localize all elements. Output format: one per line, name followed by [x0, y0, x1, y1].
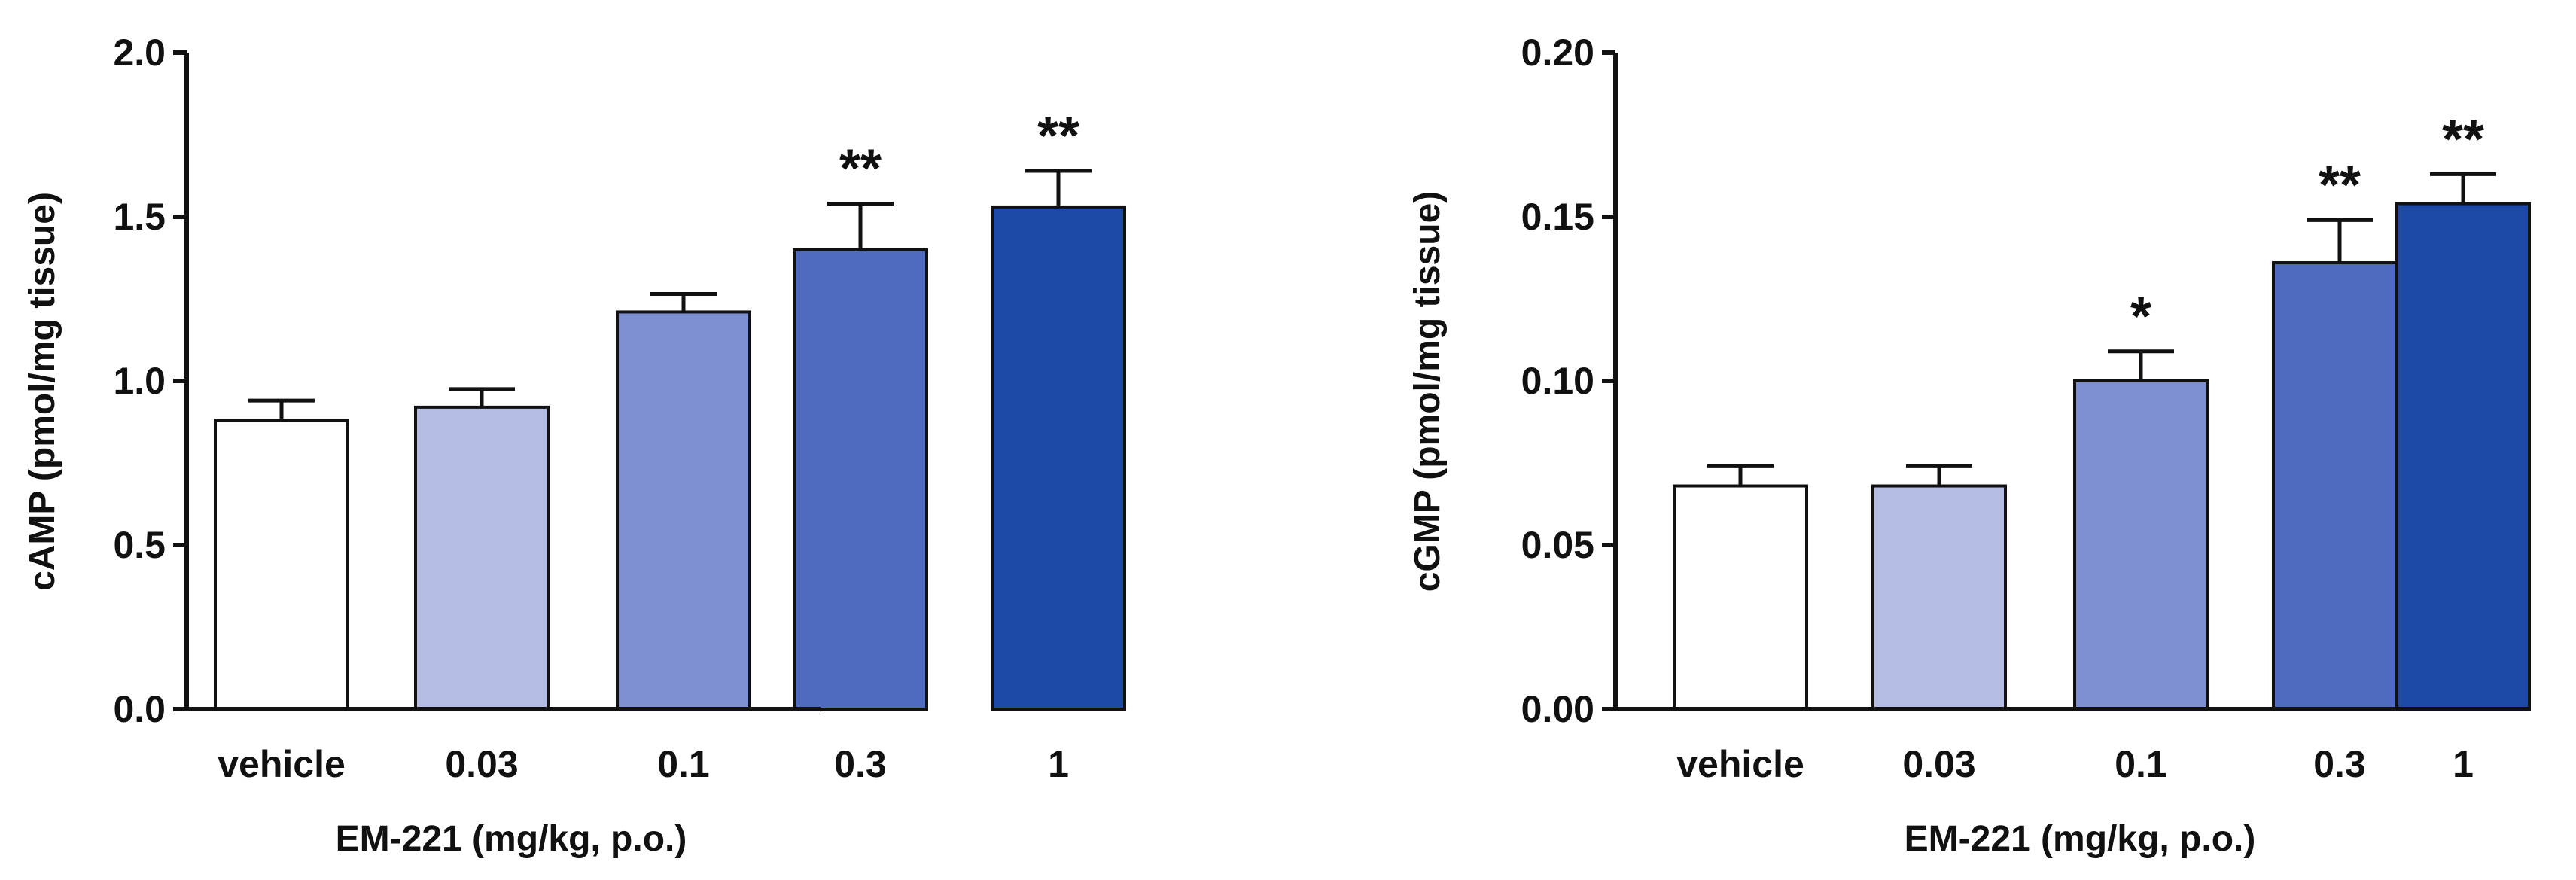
bar: [2272, 261, 2407, 711]
y-tick-label: 0.0: [113, 688, 166, 730]
y-tick-label: 0.10: [1521, 360, 1594, 402]
bar: [2395, 202, 2531, 711]
y-axis-title: cGMP (pmol/mg tissue): [1408, 191, 1448, 592]
x-tick-label: 1: [2453, 743, 2474, 785]
chart-camp: cAMP (pmol/mg tissue) 0.0 0.5 1.0 1.5 2.0 vehi…: [23, 32, 1126, 859]
y-axis-title: cAMP (pmol/mg tissue): [23, 192, 62, 591]
bar: [1673, 484, 1808, 711]
y-tick-label: 0.15: [1521, 196, 1594, 238]
bar: [616, 310, 751, 711]
y-tick-label: 1.5: [113, 196, 166, 238]
x-tick-label: 1: [1048, 743, 1069, 785]
x-axis-title: EM-221 (mg/kg, p.o.): [1905, 819, 2256, 859]
y-tick-label: 2.0: [113, 32, 166, 74]
bar: [214, 419, 349, 711]
bar: [414, 405, 550, 711]
x-tick-label: 0.03: [445, 743, 518, 785]
y-tick-label: 0.00: [1521, 688, 1594, 730]
bar: [991, 205, 1126, 711]
x-tick-label: 0.3: [834, 743, 887, 785]
y-tick-label: 1.0: [113, 360, 166, 402]
significance-marker: **: [839, 139, 882, 199]
significance-marker: **: [2319, 155, 2361, 215]
x-tick-label: vehicle: [1676, 743, 1804, 785]
significance-marker: **: [1037, 106, 1079, 166]
significance-marker: *: [2130, 287, 2151, 347]
x-axis-title: EM-221 (mg/kg, p.o.): [336, 819, 687, 859]
x-tick-label: 0.1: [2115, 743, 2167, 785]
significance-marker: **: [2442, 109, 2484, 169]
chart-cgmp: cGMP (pmol/mg tissue) 0.00 0.05 0.10 0.15 0.2…: [1408, 32, 2531, 859]
x-tick-label: 0.1: [657, 743, 710, 785]
y-tick-label: 0.5: [113, 524, 166, 566]
bar: [2073, 379, 2209, 711]
x-tick-label: 0.03: [1902, 743, 1975, 785]
y-tick-label: 0.05: [1521, 524, 1594, 566]
bar: [793, 248, 928, 711]
x-tick-label: 0.3: [2313, 743, 2366, 785]
x-tick-label: vehicle: [218, 743, 346, 785]
bar: [1871, 484, 2007, 711]
y-tick-label: 0.20: [1521, 32, 1594, 74]
